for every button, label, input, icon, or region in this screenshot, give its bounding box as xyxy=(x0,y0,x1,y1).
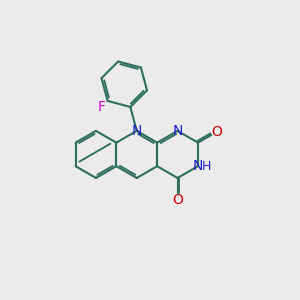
Text: N: N xyxy=(132,124,142,138)
Text: O: O xyxy=(212,125,222,139)
Text: F: F xyxy=(98,100,106,114)
Text: O: O xyxy=(172,193,183,207)
Text: H: H xyxy=(202,160,212,173)
Text: N: N xyxy=(172,124,183,138)
Text: N: N xyxy=(193,159,203,173)
